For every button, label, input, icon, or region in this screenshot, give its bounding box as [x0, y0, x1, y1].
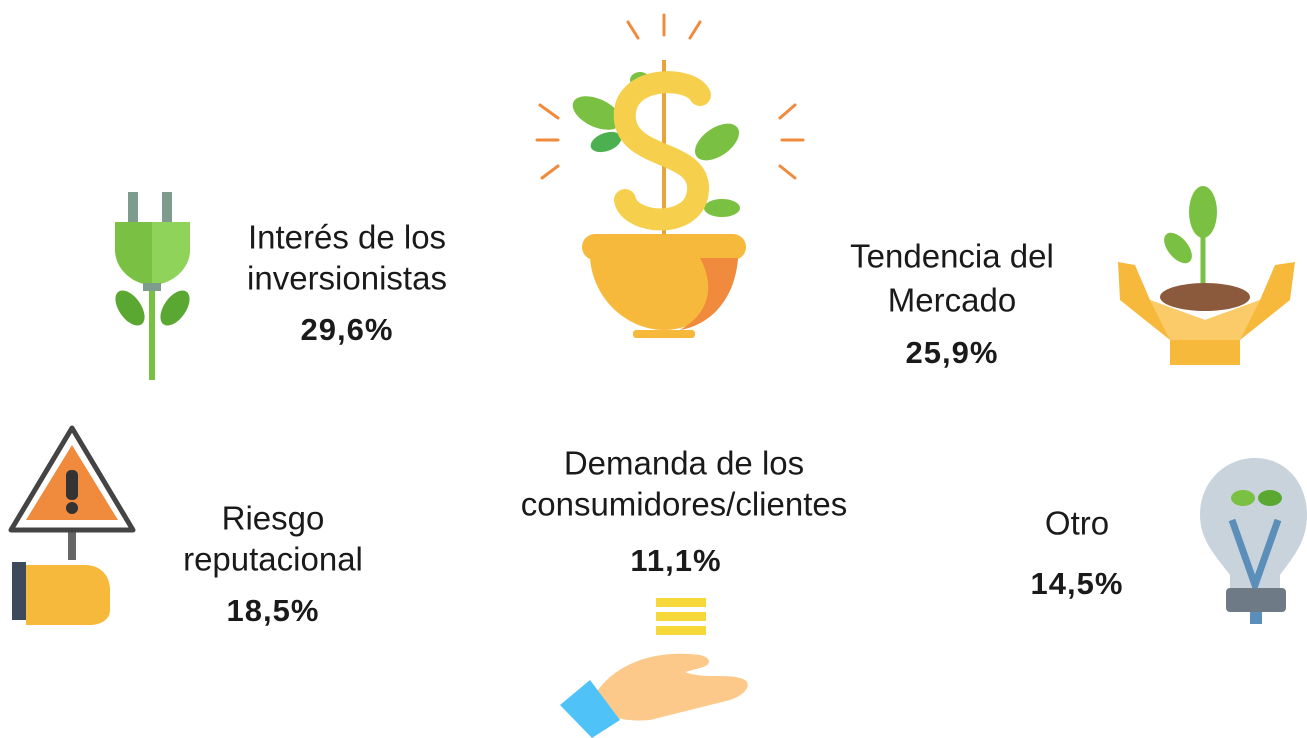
infographic: Interés de los inversionistas 29,6% Tend…	[0, 0, 1307, 738]
item-label: Riesgo	[222, 500, 325, 537]
item-value: 29,6%	[301, 312, 394, 347]
item-label: Demanda de los	[564, 445, 804, 482]
item-value: 25,9%	[906, 335, 999, 370]
item-label: Mercado	[888, 282, 1016, 319]
bulb-icon	[1200, 458, 1307, 624]
item-label: Tendencia del	[850, 238, 1054, 275]
item-value: 11,1%	[630, 543, 721, 578]
hands-plant-icon	[1118, 186, 1295, 365]
warning-icon	[11, 428, 133, 625]
plug-icon	[110, 192, 196, 380]
item-value: 14,5%	[1031, 566, 1124, 601]
item-label: Interés de los	[248, 219, 446, 256]
item-label: inversionistas	[247, 260, 447, 297]
item-label: reputacional	[183, 541, 363, 578]
item-label: consumidores/clientes	[521, 486, 848, 523]
item-value: 18,5%	[227, 593, 320, 628]
money-plant-icon	[537, 15, 803, 338]
coins-hand-icon	[560, 598, 748, 738]
item-label: Otro	[1045, 505, 1109, 542]
